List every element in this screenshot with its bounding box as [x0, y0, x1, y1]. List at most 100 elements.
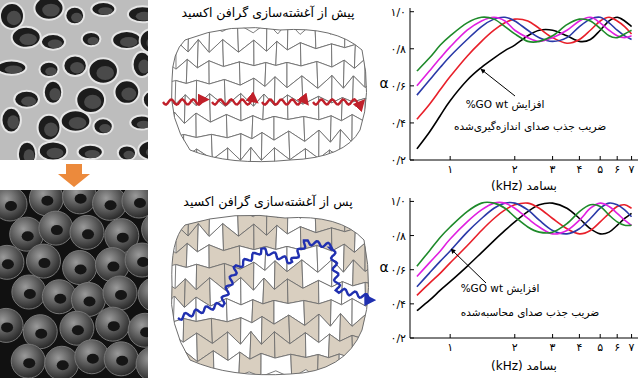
- pore: [0, 3, 24, 29]
- y-tick: [410, 122, 414, 123]
- pore: [12, 27, 41, 48]
- cell: [319, 130, 341, 159]
- cell-opening: [107, 262, 119, 272]
- cell-opening: [5, 201, 17, 211]
- inner-pore: [121, 88, 136, 101]
- pore: [93, 118, 112, 134]
- x-tick: [514, 334, 515, 338]
- y-tick: [410, 235, 414, 236]
- inner-pore: [136, 12, 148, 21]
- cell: [329, 150, 353, 174]
- coated-cell: [12, 275, 46, 309]
- x-tick-label: ۳: [550, 163, 556, 176]
- inner-pore: [146, 36, 148, 49]
- cell-opening: [140, 327, 148, 337]
- cell: [171, 149, 197, 178]
- cell-opening: [23, 358, 35, 368]
- x-tick: [631, 156, 632, 160]
- inner-pore: [49, 88, 60, 101]
- cell: [305, 333, 329, 358]
- cell: [352, 335, 384, 359]
- series-line: [417, 17, 632, 119]
- cell-opening: [2, 259, 14, 269]
- inner-pore: [44, 123, 58, 137]
- cell: [366, 130, 397, 156]
- x-tick-label: ۵: [597, 163, 603, 176]
- sound-wave: [178, 240, 372, 319]
- inner-pore: [98, 7, 112, 15]
- inner-pore: [84, 95, 101, 109]
- inner-pore: [138, 60, 148, 74]
- cell: [263, 278, 288, 304]
- sound-wave: [212, 99, 255, 104]
- pore: [128, 6, 148, 22]
- coated-cell: [93, 190, 127, 220]
- coated-cell: [125, 243, 148, 277]
- y-axis: [410, 198, 411, 338]
- x-tick-label: ۷: [629, 163, 635, 176]
- y-tick-label: ۰/۲: [390, 154, 406, 167]
- x-tick-label: ۱: [447, 163, 453, 176]
- cell: [352, 151, 384, 175]
- inner-pore: [7, 11, 21, 25]
- cell: [305, 149, 329, 174]
- coated-cell: [63, 251, 97, 285]
- panel-title: پس از آغشته‌سازی گرافن اکسید: [183, 194, 353, 210]
- cell-network: [160, 206, 410, 378]
- photo-bg: [0, 0, 148, 160]
- x-tick: [600, 334, 601, 338]
- cell-opening: [54, 294, 66, 304]
- cell-opening: [72, 325, 84, 335]
- cell: [368, 352, 396, 378]
- cell-opening: [75, 265, 87, 275]
- cell: [162, 58, 187, 83]
- y-tick: [410, 338, 414, 339]
- inner-pore: [24, 149, 35, 160]
- x-tick-label: ۶: [614, 341, 620, 354]
- coated-cell: [70, 215, 104, 249]
- cell: [378, 44, 410, 71]
- x-tick-label: ۵: [597, 341, 603, 354]
- cell: [213, 351, 240, 376]
- cell-opening: [108, 321, 120, 331]
- inner-pore: [87, 37, 98, 45]
- cell: [381, 112, 409, 142]
- y-tick-label: ۰/۴: [390, 117, 406, 130]
- cell-opening: [22, 231, 34, 241]
- inner-pore: [19, 34, 36, 46]
- pore: [89, 58, 118, 83]
- pore: [143, 91, 148, 109]
- pore: [39, 62, 58, 77]
- cell-opening: [116, 356, 128, 366]
- pore: [1, 108, 20, 133]
- inner-pore: [7, 115, 19, 129]
- annotation: افزایش GO wt%: [461, 282, 540, 295]
- x-axis-label: بسامد (kHz): [491, 179, 557, 193]
- inner-pore: [48, 40, 63, 49]
- pore: [91, 2, 115, 16]
- sem-photo-after: [0, 190, 148, 378]
- cell: [383, 152, 408, 177]
- cell: [254, 40, 277, 65]
- pore: [130, 115, 148, 129]
- x-tick: [617, 334, 618, 338]
- inner-pore: [69, 117, 87, 129]
- cell: [381, 296, 409, 326]
- inner-pore: [99, 124, 111, 133]
- cell-opening: [57, 360, 69, 370]
- x-tick: [450, 156, 451, 160]
- inner-pore: [123, 151, 134, 159]
- pore: [112, 31, 141, 49]
- cell: [378, 228, 410, 255]
- series-line: [417, 202, 632, 276]
- pore: [118, 145, 136, 160]
- coated-cell: [136, 347, 148, 378]
- chart-caption: ضریب جذب صدای محاسبه‌شده: [461, 306, 599, 319]
- cell: [183, 350, 214, 376]
- pore: [44, 81, 62, 104]
- pore: [78, 145, 103, 160]
- y-tick: [410, 201, 414, 202]
- pore: [138, 140, 148, 160]
- series-line: [417, 202, 632, 266]
- annotation: افزایش GO wt%: [466, 98, 545, 111]
